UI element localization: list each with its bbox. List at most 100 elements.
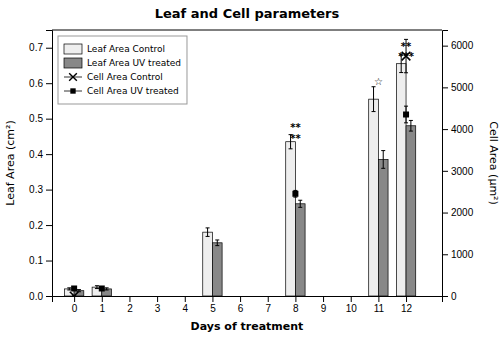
plot: 01234567891011120.00.10.20.30.40.50.60.7… <box>29 30 474 314</box>
marks <box>64 39 415 296</box>
x-axis: 0123456789101112 <box>53 296 443 314</box>
y2-axis: 0100020003000400050006000 <box>442 31 474 302</box>
tick-label: 6000 <box>451 40 474 51</box>
point <box>71 285 77 291</box>
tick-mark <box>351 296 352 302</box>
tick-mark <box>46 83 52 84</box>
tick-mark <box>442 296 448 297</box>
error-cap <box>67 287 71 288</box>
tick: 7 <box>265 296 271 314</box>
error-cap <box>409 120 413 121</box>
error-bar <box>381 151 385 169</box>
tick-label: 11 <box>374 303 385 314</box>
tick-mark <box>46 190 52 191</box>
error-bar <box>409 120 413 131</box>
tick-label: 0 <box>451 291 457 302</box>
tick-label: 10 <box>346 303 358 314</box>
error-bar <box>67 288 71 290</box>
legend-item: Cell Area UV treated <box>64 86 179 96</box>
error-cap <box>289 148 293 149</box>
tick-label: 0.4 <box>29 149 43 160</box>
tick: 0.2 <box>29 220 52 231</box>
error-bar <box>372 87 376 112</box>
tick: 12 <box>401 296 413 314</box>
error-cap <box>95 285 99 286</box>
tick-mark <box>46 296 52 297</box>
tick-mark <box>442 129 448 130</box>
tick-label: 5000 <box>451 82 474 93</box>
x-axis-line <box>53 297 443 303</box>
tick: 6000 <box>442 40 474 51</box>
legend: Leaf Area Control Leaf Area UV treated Cel… <box>58 36 187 104</box>
bar <box>396 64 406 296</box>
error-bar <box>293 190 297 197</box>
tick-label: 3000 <box>451 166 474 177</box>
point <box>70 292 79 296</box>
tick-mark <box>378 296 379 302</box>
tick-mark <box>74 296 75 302</box>
legend-frame <box>58 36 187 104</box>
tick: 0.0 <box>29 291 52 302</box>
error-cap <box>372 111 376 112</box>
y2-axis-line <box>443 31 449 297</box>
tick-mark <box>46 154 52 155</box>
tick-label: 0.1 <box>29 255 43 266</box>
tick: 1 <box>100 296 106 314</box>
y-axis-line <box>46 31 53 297</box>
annotation: ** <box>290 133 301 144</box>
error-cap <box>381 168 385 169</box>
legend-item: Leaf Area Control <box>64 44 165 54</box>
tick-label: 2000 <box>451 207 474 218</box>
tick: 0 <box>72 296 78 314</box>
tick-label: 1 <box>100 303 106 314</box>
tick-label: 12 <box>401 303 413 314</box>
bar <box>295 204 305 296</box>
tick-mark <box>240 296 241 302</box>
error-cap <box>404 72 408 73</box>
y-axis-title: Leaf Area (cm²) <box>4 120 17 205</box>
tick-label: 2 <box>127 303 133 314</box>
x-axis-title: Days of treatment <box>191 320 304 333</box>
tick-label: 0.7 <box>29 42 43 53</box>
tick: 6 <box>238 296 244 314</box>
tick-mark <box>46 119 52 120</box>
error-cap <box>215 245 219 246</box>
annotation: *** <box>398 51 414 62</box>
tick: 5 <box>210 296 216 314</box>
bar-series <box>64 55 406 296</box>
tick: 1000 <box>442 249 474 260</box>
tick-mark <box>442 254 448 255</box>
tick: 0.4 <box>29 149 52 160</box>
error-line <box>410 120 411 131</box>
annotation: ☆ <box>374 76 383 87</box>
tick: 3 <box>155 296 161 314</box>
tick-mark <box>268 296 269 302</box>
tick-label: 8 <box>293 303 299 314</box>
error-cap <box>77 289 81 290</box>
bar <box>378 159 388 296</box>
bar <box>369 99 379 296</box>
tick: 0.1 <box>29 255 52 266</box>
tick-label: 3 <box>155 303 161 314</box>
error-cap <box>215 239 219 240</box>
tick-label: 0.6 <box>29 78 43 89</box>
error-cap <box>105 287 109 288</box>
legend-marker <box>70 88 75 93</box>
tick: 4 <box>182 296 188 314</box>
error-bar <box>215 240 219 246</box>
error-cap <box>409 131 413 132</box>
legend-label: Leaf Area UV treated <box>87 58 181 68</box>
error-bar <box>105 288 109 290</box>
legend-swatch <box>64 58 82 68</box>
error-cap <box>298 200 302 201</box>
bar <box>212 243 222 296</box>
title: Leaf and Cell parameters <box>155 6 340 21</box>
bar <box>203 232 213 296</box>
error-bar <box>298 200 302 207</box>
tick: 0.3 <box>29 184 52 195</box>
tick-mark <box>157 296 158 302</box>
point-series <box>70 39 411 296</box>
annotation: ** <box>290 122 301 133</box>
error-line <box>217 240 218 246</box>
bar <box>406 126 416 296</box>
